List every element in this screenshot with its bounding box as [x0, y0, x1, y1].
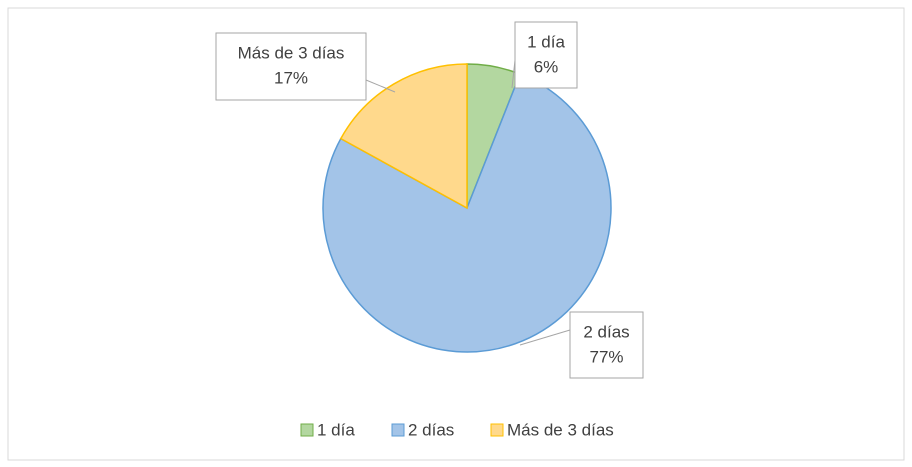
label-value: 6%	[534, 57, 559, 76]
label-box	[569, 311, 644, 379]
legend-label: Más de 3 días	[507, 420, 614, 439]
legend-swatch	[300, 423, 314, 437]
callout-line	[365, 79, 396, 93]
label-category: 1 día	[527, 32, 565, 51]
label-category: Más de 3 días	[238, 43, 345, 62]
legend: 1 día 2 días Más de 3 días	[300, 420, 614, 439]
legend-label: 2 días	[408, 420, 454, 439]
data-labels: 1 día 6% 2 días 77% Más de 3 días 17%	[215, 21, 644, 379]
label-category: 2 días	[583, 322, 629, 341]
label-box	[514, 21, 578, 89]
legend-label: 1 día	[317, 420, 355, 439]
label-value: 77%	[589, 347, 623, 366]
pie-slice	[322, 73, 612, 353]
legend-swatch	[490, 423, 504, 437]
pie-slice	[339, 63, 468, 210]
label-box	[215, 32, 367, 101]
legend-swatch	[391, 423, 405, 437]
callout-line	[519, 329, 571, 346]
label-value: 17%	[274, 68, 308, 87]
pie	[322, 63, 612, 353]
